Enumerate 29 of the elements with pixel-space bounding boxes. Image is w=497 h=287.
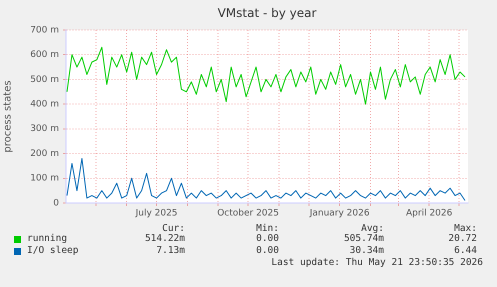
x-tick-label: July 2025 [134, 208, 178, 219]
text: 7.13m [155, 245, 185, 256]
text: Avg: [360, 223, 384, 234]
y-tick-label: 600 m [30, 50, 59, 60]
text: Min: [256, 223, 279, 234]
text: 20.72 [448, 233, 477, 244]
y-tick-label: 200 m [30, 148, 59, 159]
x-tick-label: October 2025 [217, 208, 279, 219]
text: Last update: Thu May 21 23:50:35 2026 [271, 257, 483, 268]
text: 30.34m [348, 245, 384, 256]
x-tick-label: January 2026 [308, 208, 370, 219]
text: 514.22m [144, 233, 185, 244]
x-tick-label: April 2026 [406, 208, 453, 219]
y-tick-label: 400 m [30, 99, 59, 110]
text: 505.74m [342, 233, 384, 244]
text: Max: [454, 223, 477, 234]
text: 0.00 [256, 233, 279, 244]
text: 6.44 [454, 245, 477, 256]
legend-label: I/O sleep [27, 245, 78, 256]
legend-label: running [27, 233, 68, 244]
y-tick-label: 700 m [30, 25, 59, 36]
text: 0.00 [256, 245, 279, 256]
y-tick-label: 0 [53, 198, 60, 208]
y-tick-label: 300 m [30, 124, 59, 134]
text: Cur: [161, 223, 185, 234]
y-tick-label: 500 m [30, 74, 59, 85]
chart-title: VMstat - by year [218, 6, 316, 20]
y-tick-label: 100 m [30, 174, 59, 184]
y-axis-title: process states [2, 80, 14, 153]
